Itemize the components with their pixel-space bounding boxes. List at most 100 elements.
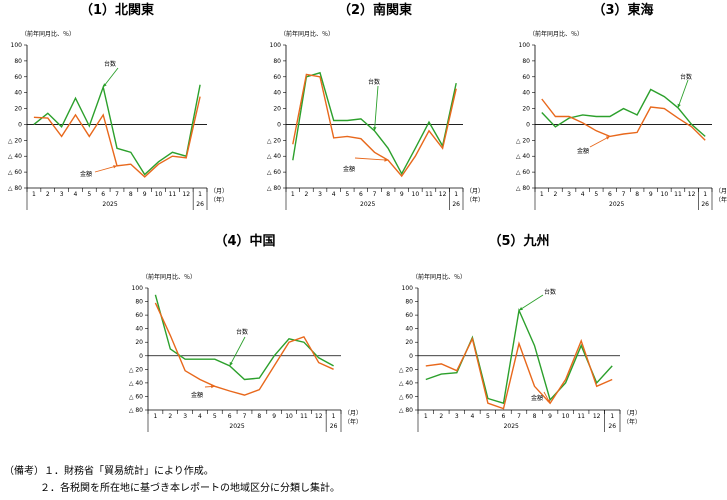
x-tick-label: 1 bbox=[198, 191, 202, 198]
callout-arrow bbox=[354, 157, 389, 161]
x-tick-label: 6 bbox=[502, 413, 506, 420]
x-tick-label: 4 bbox=[581, 191, 585, 198]
x-unit-year: （年） bbox=[210, 196, 228, 204]
callout-arrow bbox=[229, 336, 246, 367]
x-tick-label: 12 bbox=[593, 413, 601, 420]
callout-arrowhead bbox=[373, 127, 377, 131]
year-label-2025: 2025 bbox=[102, 201, 117, 208]
x-tick-label: 8 bbox=[129, 191, 133, 198]
y-tick-label: △ 40 bbox=[129, 380, 143, 387]
y-tick-label: 40 bbox=[522, 90, 530, 97]
legend-label-units: 台数 bbox=[544, 288, 556, 296]
x-tick-label: 10 bbox=[412, 191, 420, 198]
y-tick-label: △ 60 bbox=[399, 393, 413, 400]
legend-label-amount: 金額 bbox=[577, 147, 589, 155]
callout-arrowhead bbox=[384, 158, 389, 162]
year-label-2025: 2025 bbox=[609, 201, 624, 208]
callout-arrow bbox=[94, 165, 118, 173]
legend-label-amount: 金額 bbox=[343, 165, 355, 173]
x-tick-label: 2 bbox=[168, 413, 172, 420]
legend-label-amount: 金額 bbox=[191, 391, 203, 399]
year-label-26: 26 bbox=[701, 201, 709, 208]
y-tick-label: △ 80 bbox=[399, 407, 413, 414]
x-tick-label: 7 bbox=[517, 413, 521, 420]
x-tick-label: 3 bbox=[318, 191, 322, 198]
y-tick-label: 20 bbox=[522, 106, 530, 113]
callout-arrowhead bbox=[229, 361, 233, 366]
series-line-units bbox=[541, 88, 706, 137]
x-tick-label: 1 bbox=[154, 413, 158, 420]
legend-label-units: 台数 bbox=[680, 73, 692, 81]
series-line-amount bbox=[425, 336, 613, 410]
legend-label-units: 台数 bbox=[236, 328, 248, 336]
x-tick-label: 6 bbox=[228, 413, 232, 420]
y-tick-label: 80 bbox=[14, 58, 22, 65]
callout-arrow bbox=[374, 85, 379, 131]
y-tick-label: △ 80 bbox=[8, 185, 22, 192]
y-tick-label: 40 bbox=[135, 326, 143, 333]
series-line-units bbox=[154, 294, 334, 381]
y-tick-label: 40 bbox=[405, 326, 413, 333]
y-tick-label: 0 bbox=[277, 121, 281, 128]
x-tick-label: 6 bbox=[359, 191, 363, 198]
x-tick-label: 5 bbox=[345, 191, 349, 198]
x-tick-label: 5 bbox=[486, 413, 490, 420]
x-tick-label: 5 bbox=[87, 191, 91, 198]
x-tick-label: 9 bbox=[649, 191, 653, 198]
x-tick-label: 7 bbox=[622, 191, 626, 198]
x-tick-label: 3 bbox=[60, 191, 64, 198]
y-tick-label: 20 bbox=[405, 339, 413, 346]
year-label-26: 26 bbox=[196, 201, 204, 208]
x-tick-label: 2 bbox=[554, 191, 558, 198]
x-tick-label: 2 bbox=[46, 191, 50, 198]
x-tick-label: 2 bbox=[305, 191, 309, 198]
y-tick-label: 100 bbox=[519, 42, 531, 49]
callout-arrow bbox=[677, 79, 689, 108]
callout-arrow bbox=[102, 67, 119, 88]
year-label-2025: 2025 bbox=[360, 201, 375, 208]
series-line-units bbox=[425, 307, 613, 405]
callout-arrowhead bbox=[519, 307, 523, 311]
series-line-amount bbox=[292, 73, 457, 178]
x-tick-label: 11 bbox=[169, 191, 177, 198]
y-tick-label: △ 20 bbox=[516, 137, 530, 144]
series-line-units bbox=[33, 84, 201, 176]
legend-label-units: 台数 bbox=[368, 78, 380, 86]
y-tick-label: 20 bbox=[273, 106, 281, 113]
x-tick-label: 5 bbox=[213, 413, 217, 420]
legend-label-units: 台数 bbox=[104, 60, 116, 68]
legend-label-amount: 金額 bbox=[80, 170, 92, 178]
legend-label-amount: 金額 bbox=[531, 394, 543, 402]
year-label-26: 26 bbox=[452, 201, 460, 208]
x-tick-label: 12 bbox=[182, 191, 190, 198]
series-line-units bbox=[292, 71, 457, 176]
y-tick-label: 60 bbox=[14, 74, 22, 81]
year-label-2025: 2025 bbox=[504, 423, 519, 430]
x-tick-label: 1 bbox=[332, 413, 336, 420]
callout-arrowhead bbox=[677, 103, 681, 108]
chart-title: （2）南関東 bbox=[338, 2, 412, 18]
y-tick-label: △ 40 bbox=[267, 153, 281, 160]
x-unit-month: （月） bbox=[466, 188, 484, 195]
y-tick-label: △ 60 bbox=[129, 393, 143, 400]
x-tick-label: 11 bbox=[674, 191, 682, 198]
x-tick-label: 4 bbox=[332, 191, 336, 198]
y-tick-label: 100 bbox=[11, 42, 23, 49]
x-unit-month: （月） bbox=[210, 188, 228, 195]
callout-arrowhead bbox=[103, 83, 107, 88]
series-line-amount bbox=[541, 98, 706, 141]
x-tick-label: 11 bbox=[300, 413, 308, 420]
x-tick-label: 9 bbox=[272, 413, 276, 420]
y-tick-label: △ 20 bbox=[399, 366, 413, 373]
y-tick-label: 0 bbox=[18, 121, 22, 128]
x-tick-label: 5 bbox=[594, 191, 598, 198]
y-tick-label: 60 bbox=[522, 74, 530, 81]
x-unit-year: （年） bbox=[715, 196, 727, 204]
y-tick-label: 0 bbox=[409, 353, 413, 360]
x-tick-label: 12 bbox=[439, 191, 447, 198]
x-tick-label: 1 bbox=[540, 191, 544, 198]
y-tick-label: 80 bbox=[405, 299, 413, 306]
y-tick-label: △ 40 bbox=[399, 380, 413, 387]
y-tick-label: 60 bbox=[405, 312, 413, 319]
